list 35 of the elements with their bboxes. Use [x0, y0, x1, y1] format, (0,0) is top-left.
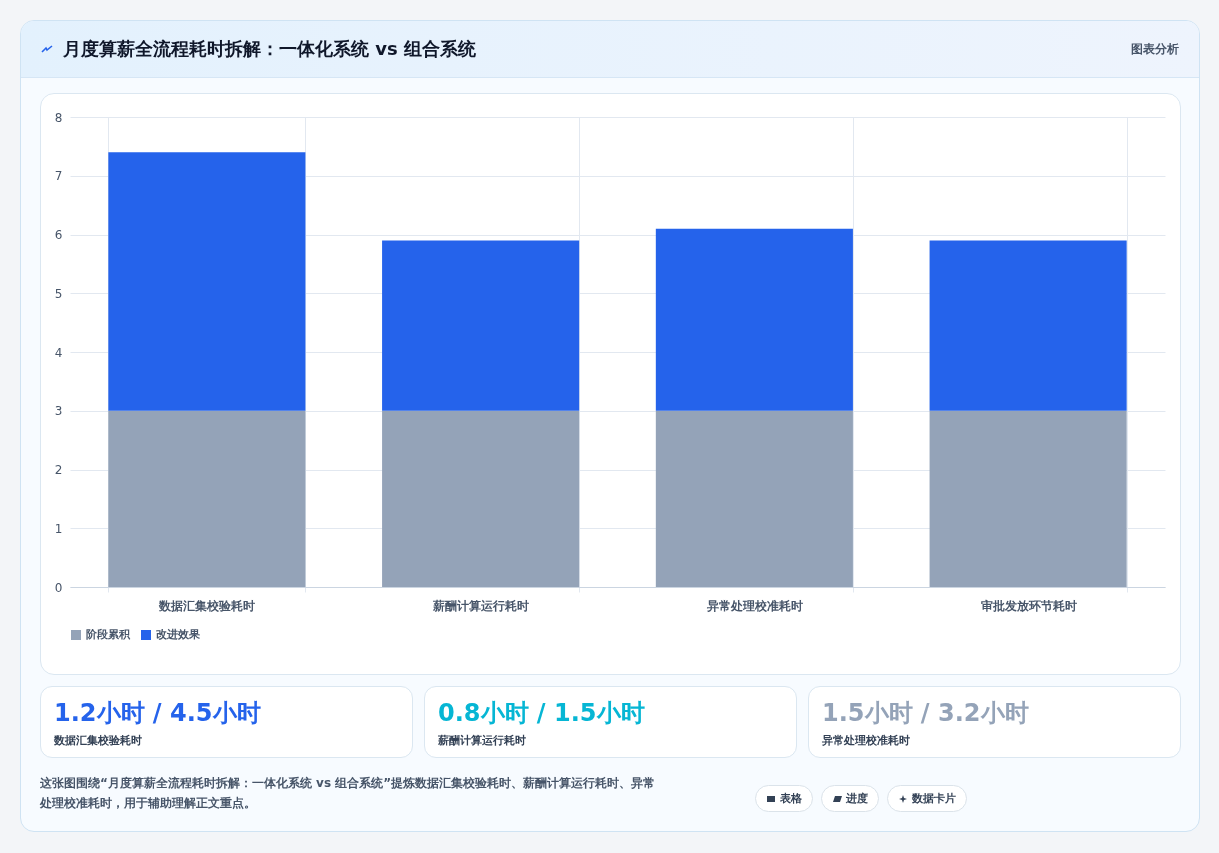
text: 1.5小时 / 3.2小时 [822, 698, 1030, 729]
text: 数据卡片 [912, 791, 956, 806]
bar [655, 228, 853, 411]
text: 表格 [780, 791, 802, 806]
text: 进度 [846, 791, 868, 806]
bar [929, 410, 1127, 587]
y-tick-label: 0 [54, 580, 63, 595]
y-tick-label: 6 [54, 228, 63, 242]
category-label: 数据汇集校验耗时 [54, 733, 143, 748]
chart-title: 月度算薪全流程耗时拆解：一体化系统 vs 组合系统 [63, 37, 476, 61]
bar [929, 240, 1127, 411]
x-tick-label: 薪酬计算运行耗时 [432, 598, 530, 613]
legend-label: 阶段累积 [86, 628, 131, 641]
legend-label: 改进效果 [156, 628, 201, 641]
bar [108, 152, 306, 411]
category-label: 异常处理校准耗时 [822, 733, 911, 748]
bar [108, 410, 306, 587]
y-tick-label: 2 [54, 463, 63, 477]
text: 图表分析 [1131, 40, 1179, 58]
bar [382, 410, 580, 587]
y-tick-label: 3 [54, 404, 63, 419]
y-tick-label: 5 [54, 286, 63, 301]
x-tick-label: 数据汇集校验耗时 [158, 598, 256, 613]
bar [382, 240, 580, 411]
bar [655, 410, 853, 587]
category-label: 薪酬计算运行耗时 [438, 733, 527, 748]
y-tick-label: 8 [54, 110, 63, 125]
y-tick-label: 1 [54, 521, 63, 536]
y-tick-label: 7 [54, 169, 63, 184]
text: 1.2小时 / 4.5小时 [54, 698, 262, 729]
text: 0.8小时 / 1.5小时 [438, 698, 646, 729]
x-tick-label: 异常处理校准耗时 [705, 598, 803, 613]
text: 这张图围绕“月度算薪全流程耗时拆解：一体化系统 vs 组合系统”提炼数据汇集校验耗时、薪酬计算运行耗时、异常处理校准耗时，用于辅助理解正文重点。 [40, 775, 657, 812]
y-tick-label: 4 [54, 345, 63, 360]
x-tick-label: 审批发放环节耗时 [980, 598, 1077, 613]
